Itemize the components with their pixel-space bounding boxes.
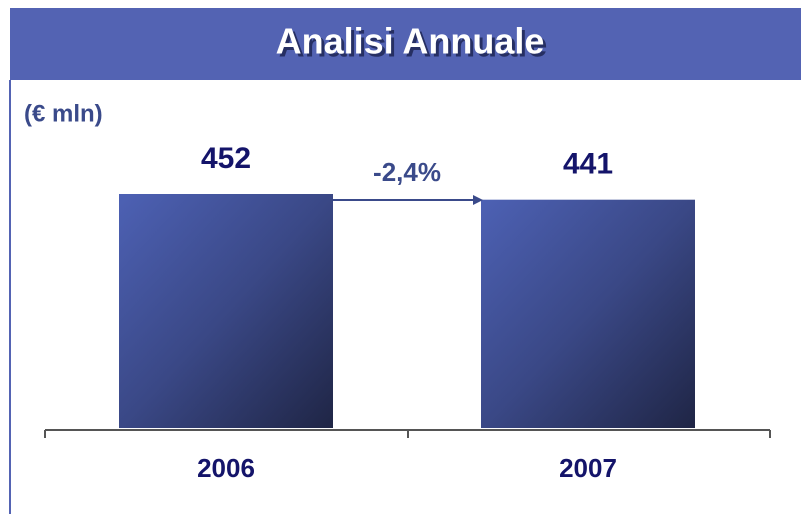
header-band	[10, 8, 801, 80]
bar	[119, 194, 333, 428]
value-label: 441	[563, 148, 613, 181]
chart-title: Analisi Annuale	[276, 21, 545, 62]
bar	[481, 199, 695, 428]
title-shadow: Analisi Annuale	[279, 24, 548, 65]
change-label: -2,4%	[373, 157, 441, 187]
value-label: 452	[201, 142, 251, 175]
x-tick-label: 2006	[197, 453, 255, 483]
unit-label: (€ mln)	[24, 100, 103, 127]
x-tick-label: 2007	[559, 453, 617, 483]
